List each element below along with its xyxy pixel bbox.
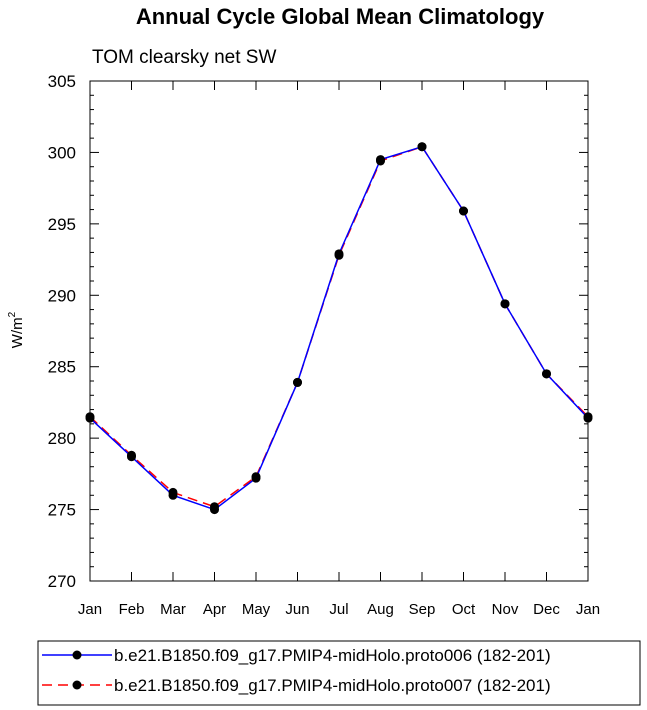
y-tick-label: 280 <box>48 429 76 448</box>
y-axis-label: W/m2 <box>7 311 26 348</box>
series-1-point <box>376 155 385 165</box>
x-tick-labels: Jan Feb Mar Apr May Jun Jul Aug Sep Oct Nov Dec Jan <box>78 601 600 618</box>
series-1-point <box>334 249 344 259</box>
series-1-point <box>459 206 468 216</box>
series-1-point <box>168 490 178 500</box>
legend-marker-2 <box>72 680 82 690</box>
legend-box <box>37 640 641 706</box>
legend-label-2: b.e21.B1850.f09_g17.PMIP4-midHolo.proto0… <box>114 676 551 695</box>
series-line-2 <box>89 145 589 508</box>
y-tick-label: 300 <box>48 143 76 162</box>
x-tick-label: Sep <box>409 601 436 618</box>
x-tick-label: Nov <box>492 601 519 618</box>
series-1-point <box>293 377 302 387</box>
x-tick-label: Oct <box>452 601 476 618</box>
y-tick-label: 285 <box>48 358 76 377</box>
x-tick-label: Jan <box>78 601 102 618</box>
series-1-point <box>210 505 219 515</box>
y-tick-label: 305 <box>48 72 76 91</box>
x-tick-label: Mar <box>160 601 186 618</box>
y-tick-label: 270 <box>48 572 76 591</box>
series-1-point <box>500 299 510 309</box>
plot-frame <box>89 80 589 582</box>
y-tick-label: 290 <box>48 286 76 305</box>
axis-ticks <box>89 80 589 582</box>
svg-text:W/m2: W/m2 <box>7 311 26 348</box>
chart-title: Annual Cycle Global Mean Climatology <box>136 4 545 29</box>
series-1-point <box>417 142 427 152</box>
x-tick-label: Feb <box>119 601 145 618</box>
series-1-point <box>583 413 593 423</box>
legend-label-1: b.e21.B1850.f09_g17.PMIP4-midHolo.proto0… <box>114 646 551 665</box>
legend: b.e21.B1850.f09_g17.PMIP4-midHolo.proto0… <box>42 646 551 695</box>
series-1-point <box>85 413 95 423</box>
series-1-point <box>542 369 551 379</box>
series-layer <box>85 142 593 515</box>
y-tick-label: 295 <box>48 215 76 234</box>
x-tick-label: Apr <box>203 601 226 618</box>
y-axis-label-text: W/m <box>9 317 26 348</box>
x-tick-label: Jan <box>576 601 600 618</box>
x-tick-label: Jul <box>329 601 348 618</box>
x-tick-label: May <box>242 601 271 618</box>
x-tick-label: Jun <box>285 601 309 618</box>
x-tick-label: Dec <box>533 601 560 618</box>
series-1-point <box>127 452 136 462</box>
series-1-point <box>251 473 261 483</box>
y-tick-label: 275 <box>48 501 76 520</box>
x-tick-label: Aug <box>367 601 394 618</box>
legend-marker-1 <box>72 650 82 660</box>
y-axis-label-superscript: 2 <box>7 311 18 317</box>
series-line-1 <box>89 145 589 511</box>
y-tick-labels: 270 275 280 285 290 295 300 305 <box>48 72 76 591</box>
chart-subtitle: TOM clearsky net SW <box>92 47 276 68</box>
